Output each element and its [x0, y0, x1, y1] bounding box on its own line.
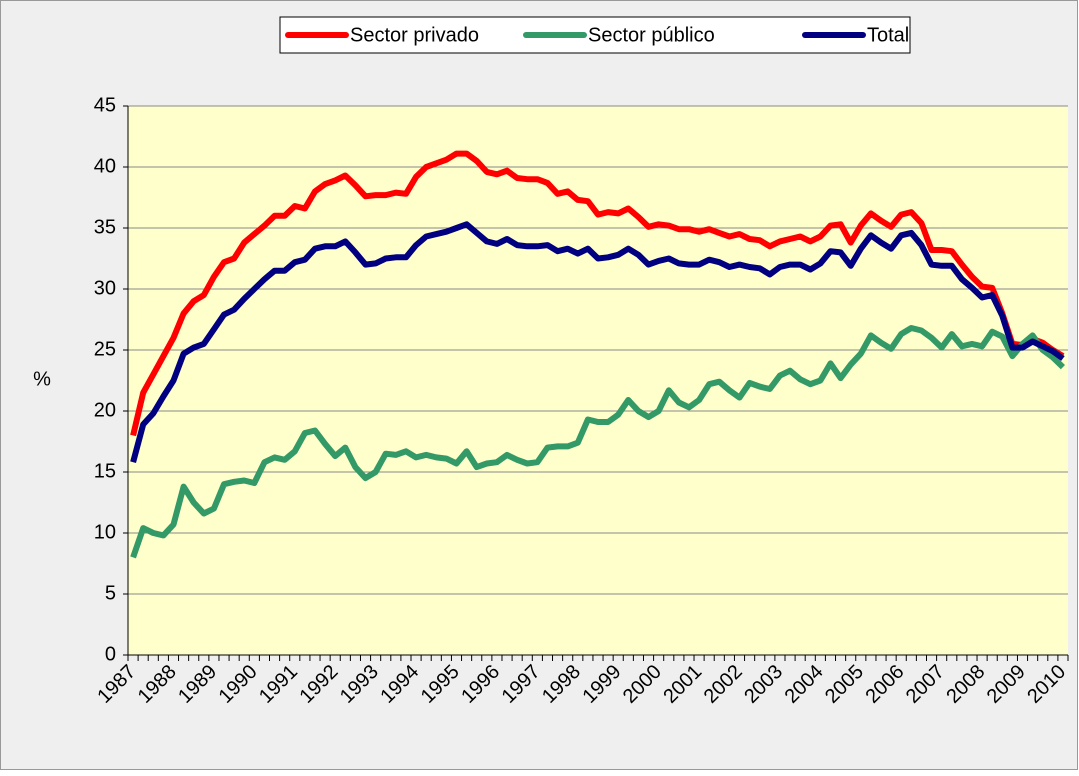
y-tick-label: 45: [94, 94, 116, 116]
y-tick-label: 0: [105, 643, 116, 665]
y-tick-label: 5: [105, 582, 116, 604]
series-line: [130, 150, 1065, 437]
series-line: [130, 221, 1065, 463]
y-tick-label: 30: [94, 277, 116, 299]
y-axis-label: %: [33, 368, 51, 390]
series-line: [130, 325, 1065, 559]
y-tick-label: 25: [94, 338, 116, 360]
y-tick-label: 20: [94, 399, 116, 421]
legend-label: Sector privado: [350, 24, 479, 46]
y-tick-label: 40: [94, 155, 116, 177]
y-tick-label: 35: [94, 216, 116, 238]
legend-label: Total: [867, 24, 909, 46]
plot-area: [128, 106, 1068, 655]
y-tick-label: 10: [94, 521, 116, 543]
y-tick-label: 15: [94, 460, 116, 482]
legend-label: Sector público: [588, 24, 715, 46]
